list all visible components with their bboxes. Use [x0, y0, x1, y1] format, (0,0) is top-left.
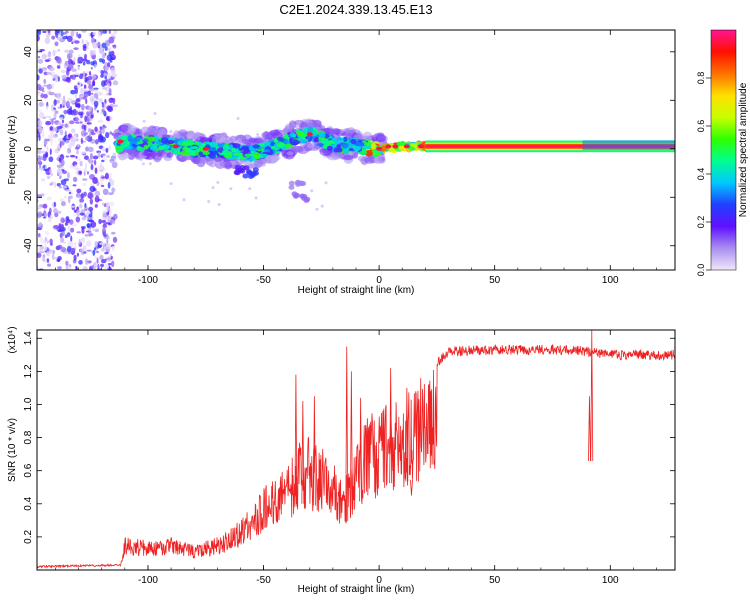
- spectrogram-xlabel: Height of straight line (km): [298, 285, 415, 296]
- x-tick-label: 100: [602, 275, 619, 286]
- x-tick-label: 50: [489, 575, 501, 586]
- x-tick-label: -100: [138, 275, 158, 286]
- snr-spike: [389, 368, 393, 484]
- y-tick-label: 0: [23, 146, 34, 152]
- spectrogram-ticks: -100 -50 0 50 100 -40 -20 0 20 40: [23, 30, 675, 286]
- colorbar-tick-label: 0.6: [696, 120, 706, 133]
- snr-ticks: -100 -50 0 50 100 0.2 0.4 0.6 0.8 1.0 1.2 1.4: [23, 330, 675, 586]
- x-tick-label: 100: [602, 575, 619, 586]
- colorbar-label: Normalized spectral amplitude: [738, 82, 749, 217]
- y-tick-label: 1.0: [23, 397, 34, 411]
- snr-spike: [405, 387, 409, 482]
- snr-series-line: [37, 344, 675, 569]
- snr-ylabel: SNR (10 * v/v): [7, 418, 18, 482]
- y-tick-label: 1.2: [23, 364, 34, 378]
- y-tick-label: -20: [23, 190, 34, 205]
- x-tick-label: -100: [138, 575, 158, 586]
- snr-spike: [359, 397, 363, 502]
- colorbar: 0.0 0.2 0.4 0.6 0.8 Normalized spectral ampl…: [696, 29, 749, 277]
- colorbar-tick-label: 0.8: [696, 72, 706, 85]
- y-tick-label: 0.2: [23, 530, 34, 544]
- snr-spike: [312, 396, 316, 506]
- colorbar-tick-label: 0.2: [696, 216, 706, 229]
- snr-spike: [349, 371, 353, 515]
- spectrogram-panel: -100 -50 0 50 100 -40 -20 0 20 40 Height of strai…: [7, 29, 676, 296]
- y-tick-label: 0.8: [23, 430, 34, 444]
- colorbar-tick-label: 0.4: [696, 168, 706, 181]
- x-tick-label: -50: [256, 575, 271, 586]
- x-tick-label: 50: [489, 275, 501, 286]
- snr-multiplier: (x10⁴): [7, 326, 18, 353]
- snr-spike: [294, 374, 298, 507]
- y-tick-label: 0.4: [23, 496, 34, 510]
- chart-title: C2E1.2024.339.13.45.E13: [279, 2, 432, 17]
- snr-frame: [36, 329, 676, 571]
- colorbar-gradient: [710, 29, 737, 271]
- y-tick-label: 1.4: [23, 331, 34, 345]
- snr-spike: [410, 479, 413, 496]
- y-tick-label: 40: [23, 46, 34, 58]
- snr-panel: -100 -50 0 50 100 0.2 0.4 0.6 0.8 1.0 1.2 1.4 Heigh…: [7, 326, 676, 595]
- y-tick-label: 20: [23, 94, 34, 106]
- x-tick-label: 0: [376, 575, 382, 586]
- spectrogram-ylabel: Frequency (Hz): [7, 116, 18, 185]
- snr-spike: [590, 330, 594, 462]
- colorbar-tick-label: 0.0: [696, 264, 706, 277]
- y-tick-label: 0.6: [23, 463, 34, 477]
- snr-xlabel: Height of straight line (km): [298, 584, 415, 595]
- x-tick-label: -50: [256, 275, 271, 286]
- snr-spike: [345, 346, 349, 522]
- colorbar-ticks: 0.0 0.2 0.4 0.6 0.8: [696, 72, 711, 277]
- snr-spike: [301, 401, 305, 504]
- x-tick-label: 0: [376, 275, 382, 286]
- snr-spike: [588, 396, 591, 461]
- y-tick-label: -40: [23, 238, 34, 253]
- spectrogram-image: [37, 30, 675, 270]
